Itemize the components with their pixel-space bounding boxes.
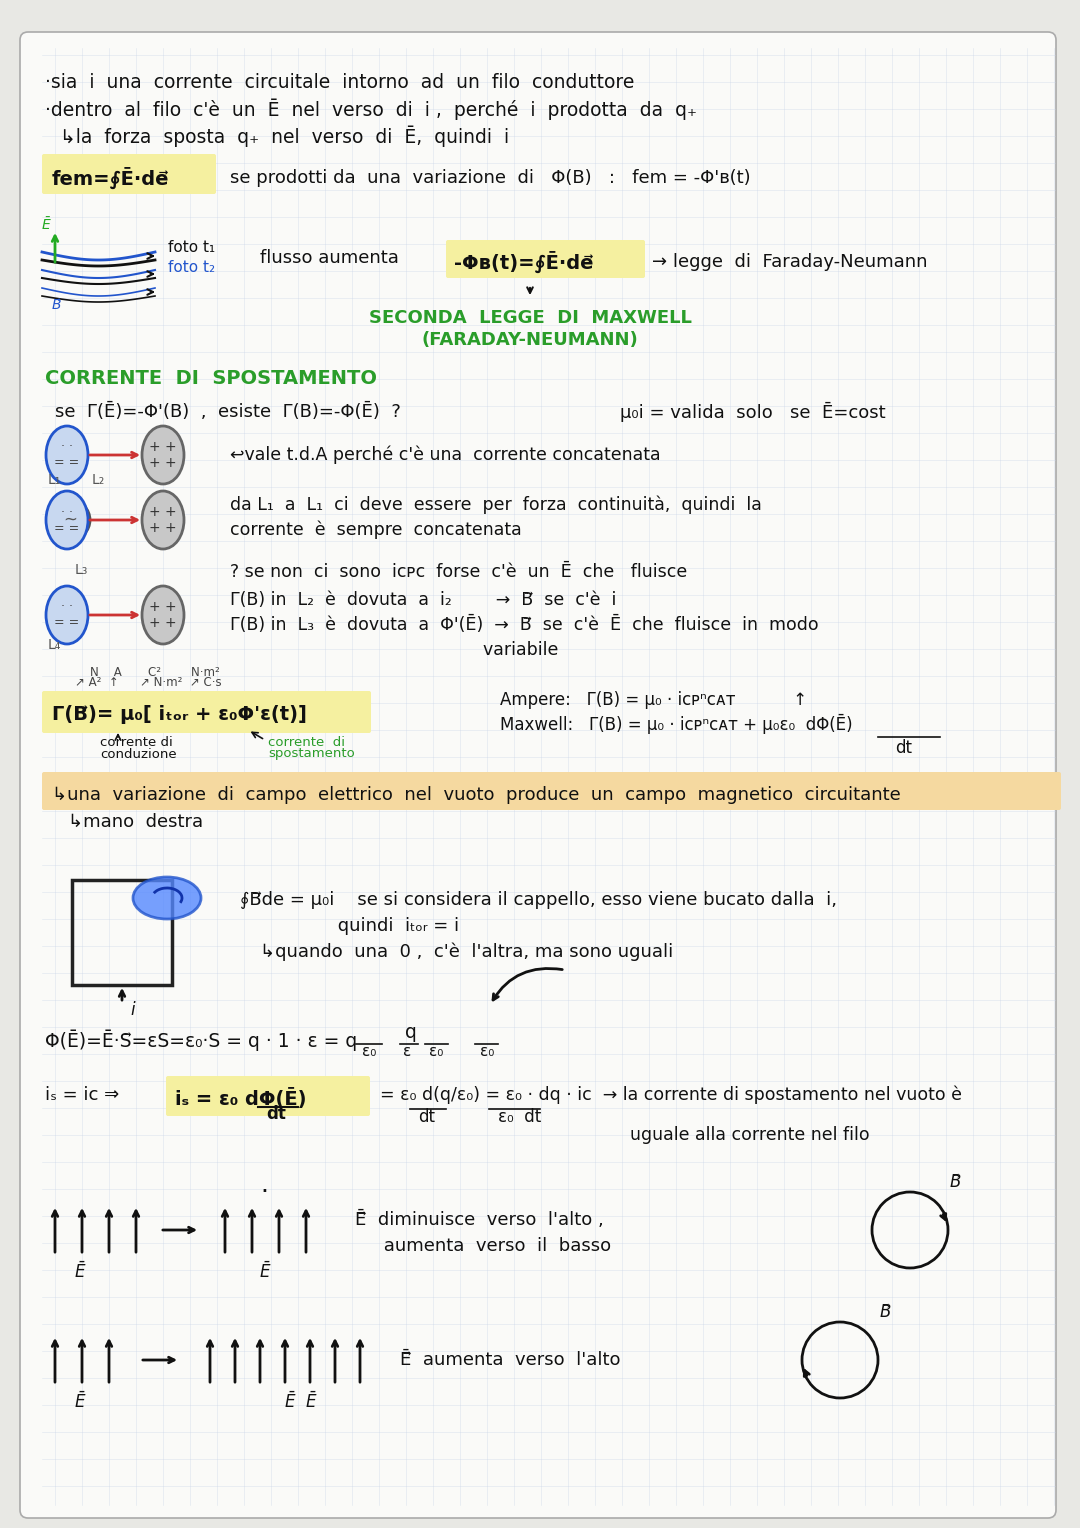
Text: flusso aumenta: flusso aumenta <box>260 249 399 267</box>
Text: Ē: Ē <box>75 1264 85 1280</box>
Text: conduzione: conduzione <box>100 747 177 761</box>
Text: ε: ε <box>403 1045 411 1059</box>
FancyBboxPatch shape <box>42 691 372 733</box>
Text: q: q <box>405 1022 417 1042</box>
Text: variabile: variabile <box>230 642 558 659</box>
Text: Maxwell:   Γ(B) = μ₀ · iᴄᴘⁿᴄᴀᴛ + μ₀ε₀  dΦ(Ē): Maxwell: Γ(B) = μ₀ · iᴄᴘⁿᴄᴀᴛ + μ₀ε₀ dΦ(Ē… <box>500 714 852 733</box>
Text: Γ(B) in  L₃  è  dovuta  a  Φ'(Ē)  →  B⃗  se  c'è  Ē  che  fluisce  in  modo: Γ(B) in L₃ è dovuta a Φ'(Ē) → B⃗ se c'è … <box>230 616 819 634</box>
Text: dt: dt <box>895 740 912 756</box>
Text: + +: + + <box>149 601 177 614</box>
Text: dt: dt <box>418 1108 435 1126</box>
FancyBboxPatch shape <box>21 32 1056 1517</box>
Ellipse shape <box>133 877 201 918</box>
FancyBboxPatch shape <box>446 240 645 278</box>
Text: B⃗: B⃗ <box>52 298 62 312</box>
Text: uguale alla corrente nel filo: uguale alla corrente nel filo <box>630 1126 869 1144</box>
Text: foto t₁: foto t₁ <box>168 240 215 255</box>
Text: Ē: Ē <box>260 1264 270 1280</box>
Text: = ε₀ d(q/ε₀) = ε₀ · dq · iᴄ  → la corrente di spostamento nel vuoto è: = ε₀ d(q/ε₀) = ε₀ · dq · iᴄ → la corrent… <box>380 1086 962 1105</box>
Ellipse shape <box>141 587 184 643</box>
Text: ∮B⃗de = μ₀i    se si considera il cappello, esso viene bucato dalla  i,: ∮B⃗de = μ₀i se si considera il cappello,… <box>240 891 837 909</box>
Text: ·sia  i  una  corrente  circuitale  intorno  ad  un  filo  conduttore: ·sia i una corrente circuitale intorno a… <box>45 72 634 92</box>
Text: ↩vale t.d.A perché c'è una  corrente concatenata: ↩vale t.d.A perché c'è una corrente conc… <box>230 446 661 465</box>
Text: = =: = = <box>54 616 80 630</box>
Text: = =: = = <box>54 521 80 535</box>
Text: ↳la  forza  sposta  q₊  nel  verso  di  Ē,  quindi  i: ↳la forza sposta q₊ nel verso di Ē, quin… <box>60 125 509 147</box>
Text: ↗ A²  ↑: ↗ A² ↑ <box>75 677 119 689</box>
Text: Φ(Ē)=Ē·S⃗=εS=ε₀·S = q · 1 · ε = q: Φ(Ē)=Ē·S⃗=εS=ε₀·S = q · 1 · ε = q <box>45 1030 357 1051</box>
Text: ·dentro  al  filo  c'è  un  Ē  nel  verso  di  i ,  perché  i  prodotta  da  q₊: ·dentro al filo c'è un Ē nel verso di i … <box>45 98 697 119</box>
Text: Ē⃗  aumenta  verso  l'alto: Ē⃗ aumenta verso l'alto <box>400 1351 621 1369</box>
Text: · ·: · · <box>60 506 73 518</box>
Text: dt: dt <box>266 1105 286 1123</box>
Text: + +: + + <box>149 521 177 535</box>
Text: ↗ N·m²  ↗ C·s: ↗ N·m² ↗ C·s <box>140 677 221 689</box>
FancyBboxPatch shape <box>42 154 216 194</box>
Text: spostamento: spostamento <box>268 747 354 761</box>
Ellipse shape <box>46 587 87 643</box>
FancyBboxPatch shape <box>166 1076 370 1115</box>
Text: · ·: · · <box>60 601 73 614</box>
Text: ↳una  variazione  di  campo  elettrico  nel  vuoto  produce  un  campo  magnetic: ↳una variazione di campo elettrico nel v… <box>52 785 901 804</box>
Text: se prodotti da  una  variazione  di   Φ(B)   :   fem = -Φ'ʙ(t): se prodotti da una variazione di Φ(B) : … <box>230 170 751 186</box>
Ellipse shape <box>46 490 87 549</box>
Text: C²        N·m²: C² N·m² <box>148 666 219 678</box>
Text: = =: = = <box>54 457 80 469</box>
Text: Γ(B⃗)= μ₀[ iₜₒᵣ + ε₀Φ'ε(t)]: Γ(B⃗)= μ₀[ iₜₒᵣ + ε₀Φ'ε(t)] <box>52 706 307 724</box>
Ellipse shape <box>141 490 184 549</box>
Text: ~: ~ <box>63 510 77 529</box>
Text: da L₁  a  L₁  ci  deve  essere  per  forza  continuità,  quindi  la: da L₁ a L₁ ci deve essere per forza cont… <box>230 495 761 515</box>
Text: foto t₂: foto t₂ <box>168 260 215 275</box>
Text: Ē: Ē <box>42 219 51 232</box>
Text: iₛ = iᴄ ⇒: iₛ = iᴄ ⇒ <box>45 1086 119 1105</box>
Ellipse shape <box>46 426 87 484</box>
Ellipse shape <box>141 426 184 484</box>
Text: aumenta  verso  il  basso: aumenta verso il basso <box>355 1238 611 1254</box>
Text: fem=∮Ē·de⃗: fem=∮Ē·de⃗ <box>52 167 170 189</box>
Text: + +: + + <box>149 440 177 454</box>
Text: ·: · <box>260 1180 268 1204</box>
Text: + +: + + <box>149 455 177 471</box>
Text: (FARADAY-NEUMANN): (FARADAY-NEUMANN) <box>421 332 638 348</box>
Text: + +: + + <box>149 616 177 630</box>
Text: N    A: N A <box>90 666 122 678</box>
Text: B⃗: B⃗ <box>950 1174 961 1190</box>
Text: i: i <box>130 1001 135 1019</box>
Text: · ·: · · <box>60 440 73 454</box>
Text: ↳quando  una  0 ,  c'è  l'altra, ma sono uguali: ↳quando una 0 , c'è l'altra, ma sono ugu… <box>260 943 673 961</box>
Bar <box>72 880 172 986</box>
Text: ε₀: ε₀ <box>362 1045 376 1059</box>
Text: quindi  iₜₒᵣ = i: quindi iₜₒᵣ = i <box>240 917 459 935</box>
Text: Ē: Ē <box>75 1394 85 1410</box>
Text: → legge  di  Faraday-Neumann: → legge di Faraday-Neumann <box>652 254 928 270</box>
Text: ε₀: ε₀ <box>480 1045 495 1059</box>
Text: ε₀: ε₀ <box>429 1045 444 1059</box>
Text: Ē⃗  diminuisce  verso  l'alto ,: Ē⃗ diminuisce verso l'alto , <box>355 1212 604 1229</box>
Text: Ē  Ē: Ē Ē <box>285 1394 316 1410</box>
Text: L₂: L₂ <box>92 474 105 487</box>
Text: ? se non  ci  sono  iᴄᴘᴄ  forse  c'è  un  Ē  che   fluisce: ? se non ci sono iᴄᴘᴄ forse c'è un Ē che… <box>230 562 687 581</box>
Text: se  Γ(Ē)=-Φ'(B)  ,  esiste  Γ(B)=-Φ(Ē)  ?: se Γ(Ē)=-Φ'(B) , esiste Γ(B)=-Φ(Ē) ? <box>55 403 401 422</box>
FancyBboxPatch shape <box>42 772 1061 810</box>
Text: L₁: L₁ <box>48 474 62 487</box>
Text: μ₀i = valida  solo   se  Ē=cost: μ₀i = valida solo se Ē=cost <box>620 402 886 422</box>
Text: Γ(B) in  L₂  è  dovuta  a  i₂        →  B⃗  se  c'è  i: Γ(B) in L₂ è dovuta a i₂ → B⃗ se c'è i <box>230 591 617 610</box>
Text: Ampere:   Γ(B) = μ₀ · iᴄᴘⁿᴄᴀᴛ           ↑: Ampere: Γ(B) = μ₀ · iᴄᴘⁿᴄᴀᴛ ↑ <box>500 691 807 709</box>
Text: corrente di: corrente di <box>100 735 173 749</box>
Text: + +: + + <box>149 504 177 520</box>
Text: CORRENTE  DI  SPOSTAMENTO: CORRENTE DI SPOSTAMENTO <box>45 368 377 388</box>
Text: ↳mano  destra: ↳mano destra <box>68 813 203 831</box>
Text: L₃: L₃ <box>75 562 89 578</box>
Text: B⃗: B⃗ <box>880 1303 891 1322</box>
Text: L₄: L₄ <box>48 639 62 652</box>
Text: corrente  di: corrente di <box>268 735 345 749</box>
Text: -Φʙ(t)=∮Ē·de⃗: -Φʙ(t)=∮Ē·de⃗ <box>454 251 594 274</box>
Text: ε₀  dt: ε₀ dt <box>498 1108 541 1126</box>
Text: corrente  è  sempre  concatenata: corrente è sempre concatenata <box>230 521 522 539</box>
Text: SECONDA  LEGGE  DI  MAXWELL: SECONDA LEGGE DI MAXWELL <box>368 309 691 327</box>
Text: iₛ = ε₀ dΦ(Ē): iₛ = ε₀ dΦ(Ē) <box>175 1088 307 1108</box>
